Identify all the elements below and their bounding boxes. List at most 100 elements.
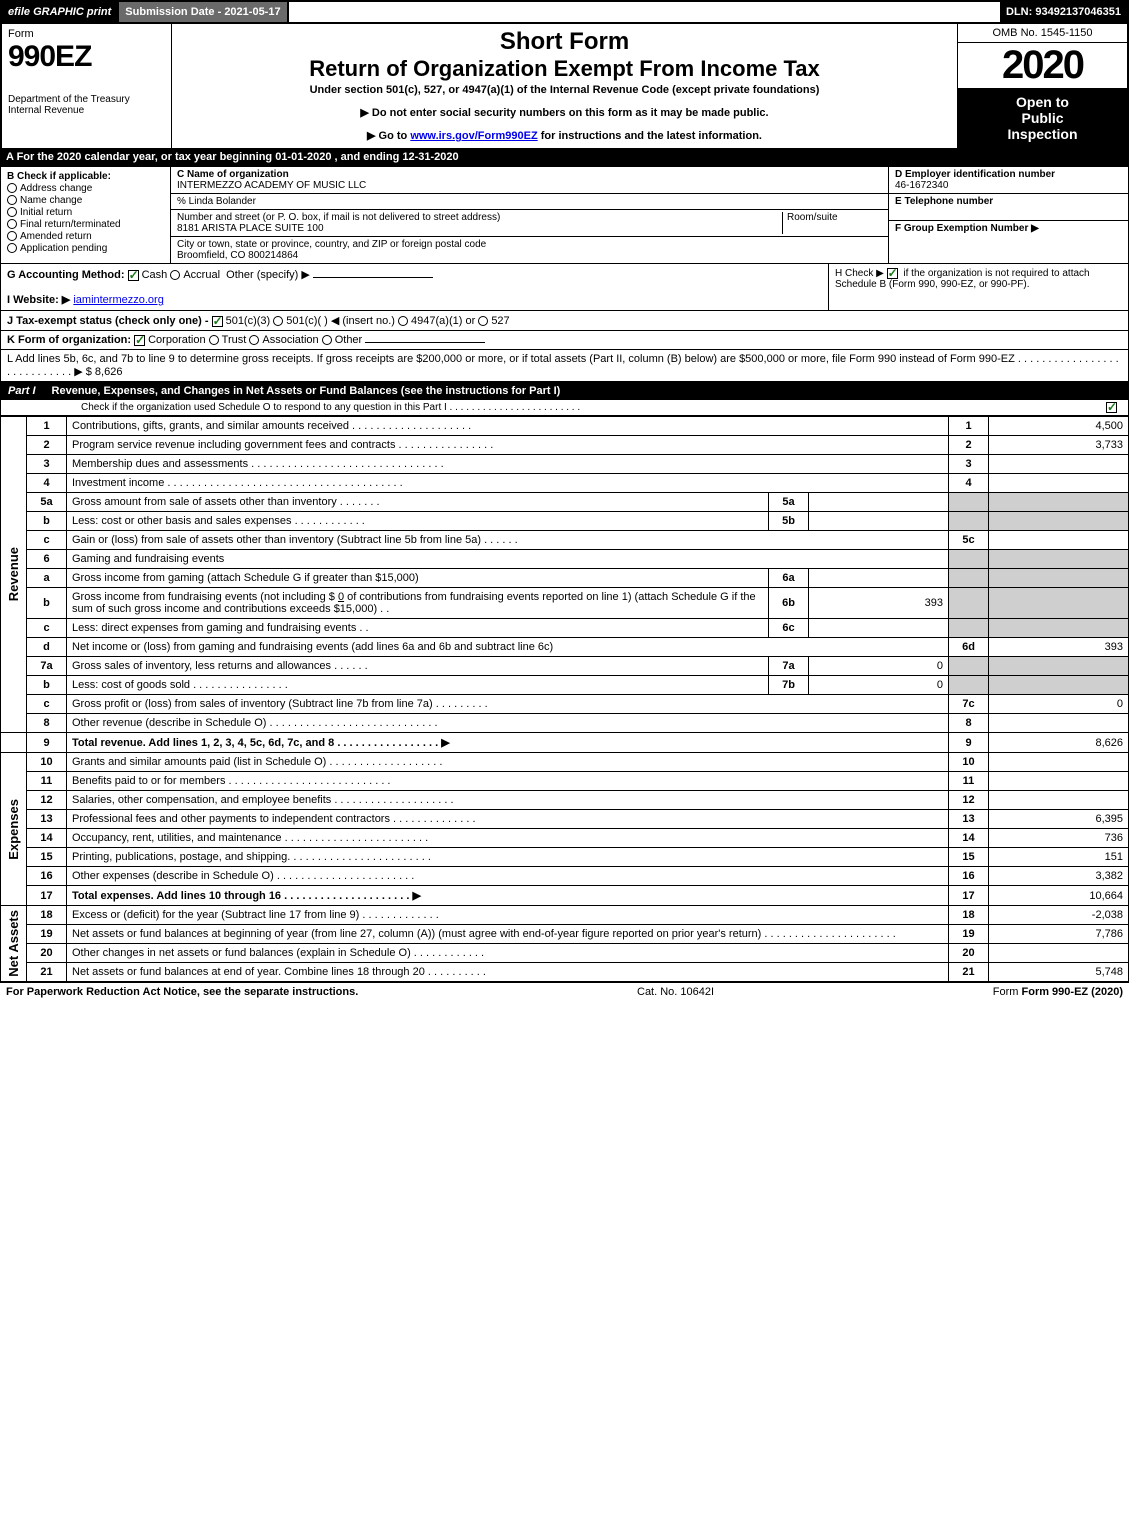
tax-period-row: A For the 2020 calendar year, or tax yea…: [0, 148, 1129, 166]
irs-link[interactable]: www.irs.gov/Form990EZ: [410, 130, 537, 142]
other-specify: Other (specify) ▶: [226, 269, 310, 281]
room-label: Room/suite: [787, 212, 838, 223]
row-g-h: G Accounting Method: Cash Accrual Other …: [0, 264, 1129, 311]
chk-no-schedule-b[interactable]: [887, 268, 898, 279]
line-12: 12 Salaries, other compensation, and emp…: [1, 791, 1129, 810]
submission-date: Submission Date - 2021-05-17: [119, 2, 288, 22]
g-label: G Accounting Method:: [7, 269, 125, 281]
line-21: 21 Net assets or fund balances at end of…: [1, 963, 1129, 982]
other-org-blank[interactable]: [365, 342, 485, 343]
part-1-label: Part I: [0, 382, 44, 400]
form-header: Form 990EZ Department of the Treasury In…: [0, 24, 1129, 148]
chk-application-pending[interactable]: Application pending: [7, 243, 164, 254]
street-row: Number and street (or P. O. box, if mail…: [171, 210, 888, 237]
chk-corporation[interactable]: [134, 335, 145, 346]
goto-line: ▶ Go to www.irs.gov/Form990EZ for instru…: [180, 129, 949, 142]
h-text1: H Check ▶: [835, 268, 884, 279]
footer-mid: Cat. No. 10642I: [637, 986, 714, 998]
line-19: 19 Net assets or fund balances at beginn…: [1, 925, 1129, 944]
no-ssn-note: ▶ Do not enter social security numbers o…: [180, 106, 949, 119]
topbar-spacer: [289, 2, 1000, 22]
efile-label: efile GRAPHIC print: [2, 2, 119, 22]
short-form-title: Short Form: [180, 28, 949, 56]
line-8: 8 Other revenue (describe in Schedule O)…: [1, 714, 1129, 733]
k-label: K Form of organization:: [7, 334, 131, 346]
chk-final-return[interactable]: Final return/terminated: [7, 219, 164, 230]
omb-number: OMB No. 1545-1150: [958, 24, 1127, 43]
chk-accrual[interactable]: [170, 270, 180, 280]
chk-trust[interactable]: [209, 335, 219, 345]
line-5a: 5a Gross amount from sale of assets othe…: [1, 493, 1129, 512]
footer-left: For Paperwork Reduction Act Notice, see …: [6, 986, 358, 998]
line-10: Expenses 10 Grants and similar amounts p…: [1, 753, 1129, 772]
line-9: 9 Total revenue. Add lines 1, 2, 3, 4, 5…: [1, 733, 1129, 753]
part-1-header: Part I Revenue, Expenses, and Changes in…: [0, 382, 1129, 400]
chk-527[interactable]: [478, 316, 488, 326]
line-20: 20 Other changes in net assets or fund b…: [1, 944, 1129, 963]
group-exemption-label: F Group Exemption Number ▶: [895, 223, 1039, 234]
chk-name-change[interactable]: Name change: [7, 195, 164, 206]
line-4: 4 Investment income . . . . . . . . . . …: [1, 474, 1129, 493]
department-label: Department of the Treasury Internal Reve…: [8, 94, 165, 116]
care-of-row: % Linda Bolander: [171, 194, 888, 210]
line-6: 6 Gaming and fundraising events: [1, 550, 1129, 569]
line-13: 13 Professional fees and other payments …: [1, 810, 1129, 829]
j-label: J Tax-exempt status (check only one) -: [7, 315, 212, 327]
line-6a: a Gross income from gaming (attach Sched…: [1, 569, 1129, 588]
org-name-label: C Name of organization: [177, 169, 289, 180]
revenue-side-label: Revenue: [6, 547, 21, 601]
line-18: Net Assets 18 Excess or (deficit) for th…: [1, 906, 1129, 925]
city-row: City or town, state or province, country…: [171, 237, 888, 263]
box-c: C Name of organization INTERMEZZO ACADEM…: [171, 167, 888, 263]
line-7b: b Less: cost of goods sold . . . . . . .…: [1, 676, 1129, 695]
org-name: INTERMEZZO ACADEMY OF MUSIC LLC: [177, 180, 366, 191]
chk-address-change[interactable]: Address change: [7, 183, 164, 194]
city-label: City or town, state or province, country…: [177, 239, 486, 250]
open-line2: Public: [958, 110, 1127, 126]
ein-row: D Employer identification number 46-1672…: [889, 167, 1128, 194]
row-j: J Tax-exempt status (check only one) - 5…: [0, 311, 1129, 331]
open-public-inspection: Open to Public Inspection: [958, 88, 1127, 148]
form-word: Form: [8, 28, 165, 40]
line-1: Revenue 1 Contributions, gifts, grants, …: [1, 417, 1129, 436]
accounting-method: G Accounting Method: Cash Accrual Other …: [1, 264, 828, 310]
chk-4947[interactable]: [398, 316, 408, 326]
tax-year: 2020: [958, 43, 1127, 88]
line-2: 2 Program service revenue including gove…: [1, 436, 1129, 455]
chk-schedule-o-part1[interactable]: [1106, 402, 1117, 413]
box-def: D Employer identification number 46-1672…: [888, 167, 1128, 263]
chk-initial-return[interactable]: Initial return: [7, 207, 164, 218]
line-15: 15 Printing, publications, postage, and …: [1, 848, 1129, 867]
line-3: 3 Membership dues and assessments . . . …: [1, 455, 1129, 474]
other-specify-blank[interactable]: [313, 277, 433, 278]
line-5b: b Less: cost or other basis and sales ex…: [1, 512, 1129, 531]
h-cell: H Check ▶ if the organization is not req…: [828, 264, 1128, 310]
phone-row: E Telephone number: [889, 194, 1128, 221]
open-line1: Open to: [958, 94, 1127, 110]
i-label: I Website: ▶: [7, 294, 70, 306]
fundraising-excluded-amount: 0: [338, 591, 344, 603]
form-number: 990EZ: [8, 40, 165, 74]
chk-cash[interactable]: [128, 270, 139, 281]
chk-other-org[interactable]: [322, 335, 332, 345]
return-title: Return of Organization Exempt From Incom…: [180, 56, 949, 82]
line-6b: b Gross income from fundraising events (…: [1, 588, 1129, 619]
chk-501c[interactable]: [273, 316, 283, 326]
line-6d: d Net income or (loss) from gaming and f…: [1, 638, 1129, 657]
line-5c: c Gain or (loss) from sale of assets oth…: [1, 531, 1129, 550]
form-footer: For Paperwork Reduction Act Notice, see …: [0, 982, 1129, 1001]
form-id-column: Form 990EZ Department of the Treasury In…: [2, 24, 172, 148]
chk-501c3[interactable]: [212, 316, 223, 327]
info-grid: B Check if applicable: Address change Na…: [0, 166, 1129, 264]
box-b: B Check if applicable: Address change Na…: [1, 167, 171, 263]
chk-association[interactable]: [249, 335, 259, 345]
line-6c: c Less: direct expenses from gaming and …: [1, 619, 1129, 638]
ein-value: 46-1672340: [895, 180, 948, 191]
under-section: Under section 501(c), 527, or 4947(a)(1)…: [180, 84, 949, 96]
line-7a: 7a Gross sales of inventory, less return…: [1, 657, 1129, 676]
website-link[interactable]: iamintermezzo.org: [73, 294, 163, 306]
part-1-table: Revenue 1 Contributions, gifts, grants, …: [0, 416, 1129, 982]
line-16: 16 Other expenses (describe in Schedule …: [1, 867, 1129, 886]
chk-amended-return[interactable]: Amended return: [7, 231, 164, 242]
part-1-title: Revenue, Expenses, and Changes in Net As…: [44, 382, 569, 400]
